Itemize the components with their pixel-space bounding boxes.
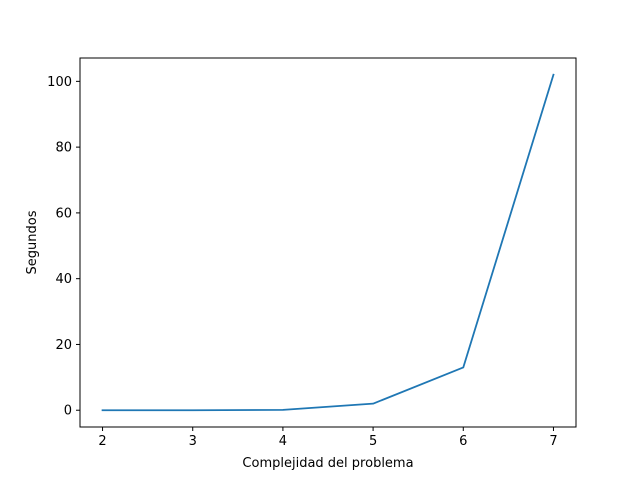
x-tick-label: 7 (549, 434, 557, 449)
x-tick-label: 6 (459, 434, 467, 449)
x-tick-label: 3 (189, 434, 197, 449)
x-tick-label: 4 (279, 434, 287, 449)
x-tick-label: 2 (98, 434, 106, 449)
series-line-1 (101, 73, 555, 412)
y-tick-label: 40 (55, 272, 72, 287)
y-axis-ticks: 0 20 40 60 80 100 (47, 75, 80, 419)
y-tick-label: 80 (55, 141, 72, 156)
x-axis-ticks: 2 3 4 5 6 7 (98, 427, 558, 449)
plot-frame (79, 57, 577, 428)
y-tick-label: 0 (64, 404, 72, 419)
y-tick-label: 60 (55, 206, 72, 221)
x-tick-label: 5 (369, 434, 377, 449)
y-tick-label: 100 (47, 75, 72, 90)
y-axis-label: Segundos (25, 210, 40, 274)
series-group (101, 73, 555, 412)
x-axis-label: Complejidad del problema (242, 456, 413, 471)
y-tick-label: 20 (55, 338, 72, 353)
